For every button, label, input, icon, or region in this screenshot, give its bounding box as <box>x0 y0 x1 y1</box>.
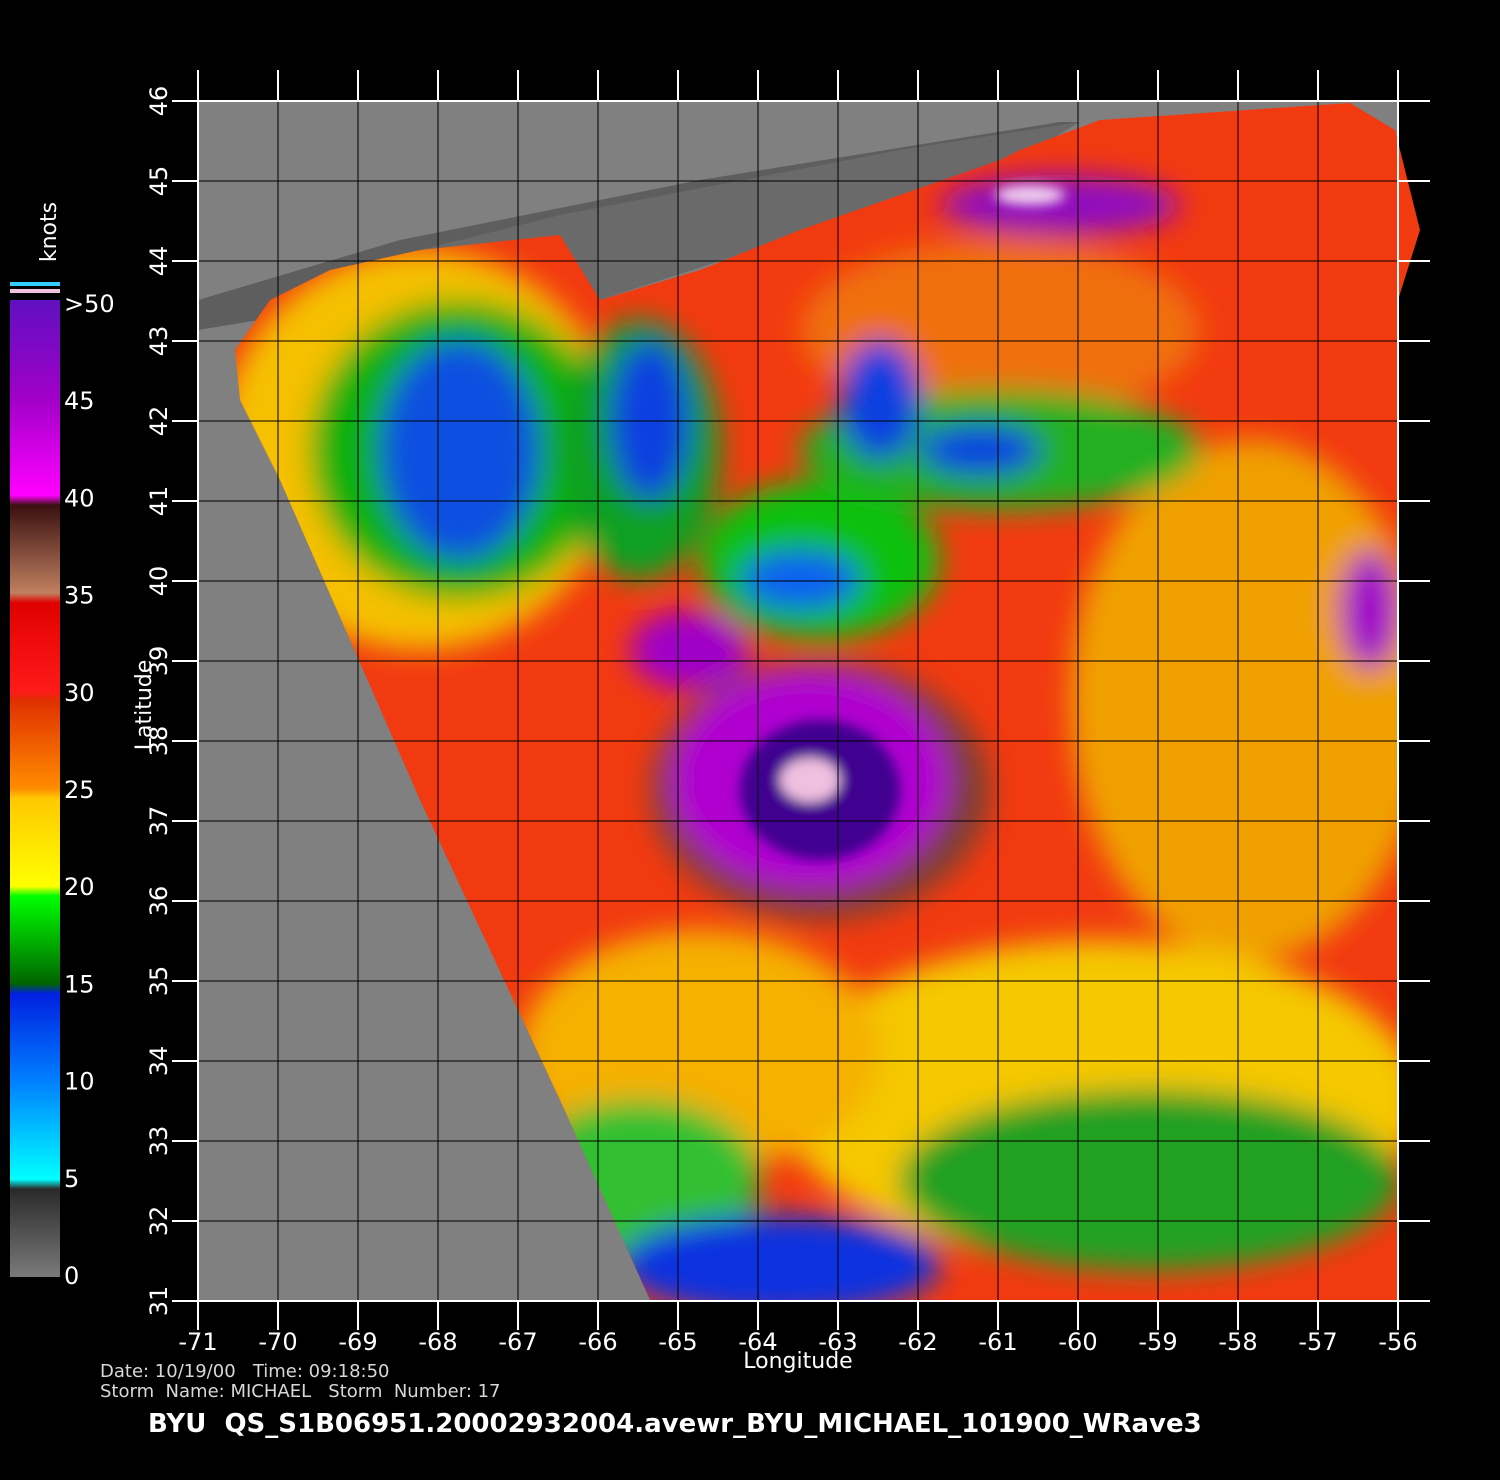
colorbar-tick-label: 30 <box>64 679 95 707</box>
y-tick-label: 38 <box>145 726 173 757</box>
y-tick-label: 37 <box>145 806 173 837</box>
frame <box>197 100 1399 1302</box>
y-tick-label: 31 <box>145 1286 173 1317</box>
x-tick-label: -63 <box>818 1328 857 1356</box>
y-tick-label: 40 <box>145 566 173 597</box>
x-tick-label: -59 <box>1138 1328 1177 1356</box>
y-tick-label: 44 <box>145 246 173 277</box>
colorbar-tick-label: 0 <box>64 1262 79 1290</box>
colorbar-tick-label: 45 <box>64 387 95 415</box>
colorbar-cap <box>10 282 60 286</box>
file-title: BYU QS_S1B06951.20002932004.avewr_BYU_MI… <box>148 1409 1202 1439</box>
x-tick-label: -61 <box>978 1328 1017 1356</box>
x-tick-label: -62 <box>898 1328 937 1356</box>
y-tick-label: 42 <box>145 406 173 437</box>
colorbar-title: knots <box>37 202 62 262</box>
x-tick-label: -58 <box>1218 1328 1257 1356</box>
x-tick-label: -70 <box>258 1328 297 1356</box>
date-line: Date: 10/19/00 Time: 09:18:50 <box>100 1361 390 1382</box>
x-tick-label: -67 <box>498 1328 537 1356</box>
y-tick-label: 43 <box>145 326 173 357</box>
colorbar-tick-label: 10 <box>64 1068 95 1096</box>
y-axis-title: Latitude <box>132 660 157 751</box>
y-tick-label: 34 <box>145 1046 173 1077</box>
colorbar-tick-label: 5 <box>64 1165 79 1193</box>
colorbar-cap <box>10 289 60 293</box>
colorbar-tick-label: 35 <box>64 582 95 610</box>
colorbar-tick-label: >50 <box>64 290 115 318</box>
x-tick-label: -68 <box>418 1328 457 1356</box>
y-tick-label: 45 <box>145 166 173 197</box>
y-tick-label: 39 <box>145 646 173 677</box>
y-tick-label: 36 <box>145 886 173 917</box>
grid <box>197 100 1399 1302</box>
x-tick-label: -56 <box>1378 1328 1417 1356</box>
x-tick-label: -65 <box>658 1328 697 1356</box>
colorbar-tick-label: 20 <box>64 873 95 901</box>
colorbar-tick-label: 40 <box>64 484 95 512</box>
x-tick-label: -71 <box>178 1328 217 1356</box>
y-tick-label: 46 <box>145 86 173 117</box>
y-tick-label: 41 <box>145 486 173 517</box>
x-axis-title: Longitude <box>743 1349 852 1374</box>
storm-line: Storm Name: MICHAEL Storm Number: 17 <box>100 1381 501 1402</box>
colorbar-tick-label: 15 <box>64 970 95 998</box>
colorbar-tick-label: 25 <box>64 776 95 804</box>
x-tick-label: -64 <box>738 1328 777 1356</box>
land <box>420 122 1080 300</box>
x-tick-label: -66 <box>578 1328 617 1356</box>
x-tick-label: -60 <box>1058 1328 1097 1356</box>
y-tick-label: 35 <box>145 966 173 997</box>
map-field <box>198 101 1420 1301</box>
colorbar <box>10 300 60 1277</box>
y-tick-label: 33 <box>145 1126 173 1157</box>
x-tick-label: -57 <box>1298 1328 1337 1356</box>
x-tick-label: -69 <box>338 1328 377 1356</box>
wind-speed <box>235 103 1420 1300</box>
y-tick-label: 32 <box>145 1206 173 1237</box>
